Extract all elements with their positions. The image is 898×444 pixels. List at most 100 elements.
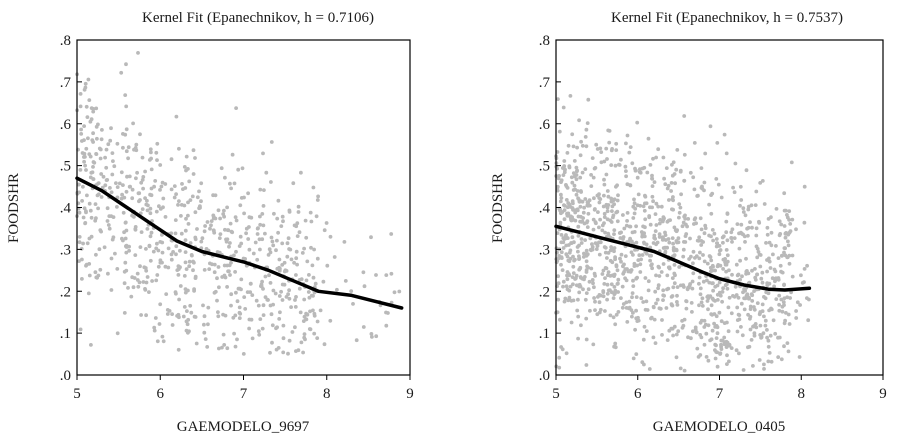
scatter-point xyxy=(205,345,210,349)
scatter-point xyxy=(312,331,317,336)
scatter-point xyxy=(675,303,680,307)
scatter-point xyxy=(584,363,589,367)
scatter-point xyxy=(109,190,114,195)
scatter-point xyxy=(233,270,238,274)
scatter-point xyxy=(638,270,643,274)
scatter-point xyxy=(715,244,720,249)
scatter-point xyxy=(741,210,746,214)
scatter-point xyxy=(769,243,774,248)
scatter-point xyxy=(87,201,92,206)
scatter-point xyxy=(593,166,598,170)
scatter-point xyxy=(684,299,688,303)
scatter-point xyxy=(115,267,120,271)
scatter-point xyxy=(787,322,792,326)
scatter-point xyxy=(389,232,394,236)
scatter-point xyxy=(774,207,779,211)
scatter-point xyxy=(155,158,159,163)
scatter-point xyxy=(150,279,155,283)
scatter-point xyxy=(788,222,793,226)
chart-panel-left: Kernel Fit (Epanechnikov, h = 0.7106) .0… xyxy=(6,10,414,435)
y-tick-label: .6 xyxy=(60,117,72,133)
scatter-point xyxy=(589,266,594,271)
scatter-point xyxy=(715,292,720,297)
scatter-point xyxy=(606,270,611,274)
scatter-point xyxy=(261,204,266,208)
scatter-point xyxy=(260,212,265,216)
scatter-point xyxy=(797,355,802,359)
scatter-point xyxy=(255,232,260,236)
scatter-point xyxy=(199,181,204,186)
x-tick-label: 6 xyxy=(157,386,165,402)
scatter-point xyxy=(318,308,323,313)
scatter-point xyxy=(740,274,744,279)
scatter-point xyxy=(80,277,84,281)
scatter-point xyxy=(183,250,188,255)
scatter-point xyxy=(256,303,261,308)
scatter-point xyxy=(243,307,248,311)
scatter-point xyxy=(777,233,782,238)
scatter-point xyxy=(606,251,611,255)
scatter-point xyxy=(257,237,262,242)
scatter-point xyxy=(577,290,582,295)
scatter-point xyxy=(767,351,772,355)
scatter-point xyxy=(297,230,302,235)
scatter-point xyxy=(178,284,183,288)
scatter-point xyxy=(247,317,252,322)
scatter-point xyxy=(109,256,114,261)
scatter-point xyxy=(115,205,119,209)
scatter-point xyxy=(579,237,584,241)
scatter-point xyxy=(561,246,566,250)
scatter-point xyxy=(686,217,691,221)
scatter-point xyxy=(275,216,280,221)
scatter-point xyxy=(676,329,681,334)
scatter-point xyxy=(84,146,89,151)
scatter-point xyxy=(639,257,643,262)
scatter-point xyxy=(258,222,263,227)
scatter-point xyxy=(221,312,226,317)
scatter-point xyxy=(656,204,661,209)
scatter-point xyxy=(665,245,669,250)
scatter-point xyxy=(575,168,579,173)
scatter-point xyxy=(216,314,221,319)
scatter-point xyxy=(86,136,90,141)
scatter-point xyxy=(707,254,712,258)
scatter-point xyxy=(304,235,309,240)
scatter-point xyxy=(766,344,771,349)
scatter-point xyxy=(716,263,721,267)
scatter-point xyxy=(556,297,561,302)
scatter-point xyxy=(163,264,168,269)
scatter-point xyxy=(591,175,596,180)
scatter-point xyxy=(302,332,307,336)
scatter-point xyxy=(82,124,86,128)
scatter-point xyxy=(653,212,658,217)
scatter-point xyxy=(202,229,207,234)
scatter-point xyxy=(798,303,802,307)
scatter-point xyxy=(710,268,715,273)
scatter-point xyxy=(706,294,710,298)
scatter-point xyxy=(616,277,621,282)
scatter-point xyxy=(719,319,724,324)
scatter-point xyxy=(111,215,116,220)
scatter-point xyxy=(724,219,729,224)
scatter-point xyxy=(786,239,790,244)
scatter-point xyxy=(158,188,162,192)
scatter-point xyxy=(166,265,171,270)
scatter-point xyxy=(744,168,749,173)
scatter-point xyxy=(165,308,170,312)
scatter-point xyxy=(578,275,583,279)
scatter-point xyxy=(186,200,190,205)
scatter-point xyxy=(293,305,298,309)
scatter-point xyxy=(577,243,581,248)
scatter-point xyxy=(735,305,740,310)
scatter-point xyxy=(184,168,188,173)
scatter-point xyxy=(624,141,628,146)
scatter-point xyxy=(221,332,226,337)
scatter-point xyxy=(696,355,701,359)
scatter-point xyxy=(161,205,165,210)
scatter-point xyxy=(754,226,759,231)
scatter-point xyxy=(585,225,590,230)
scatter-point xyxy=(663,249,668,254)
scatter-point xyxy=(679,192,683,197)
scatter-point xyxy=(601,268,606,273)
scatter-point xyxy=(637,253,642,258)
